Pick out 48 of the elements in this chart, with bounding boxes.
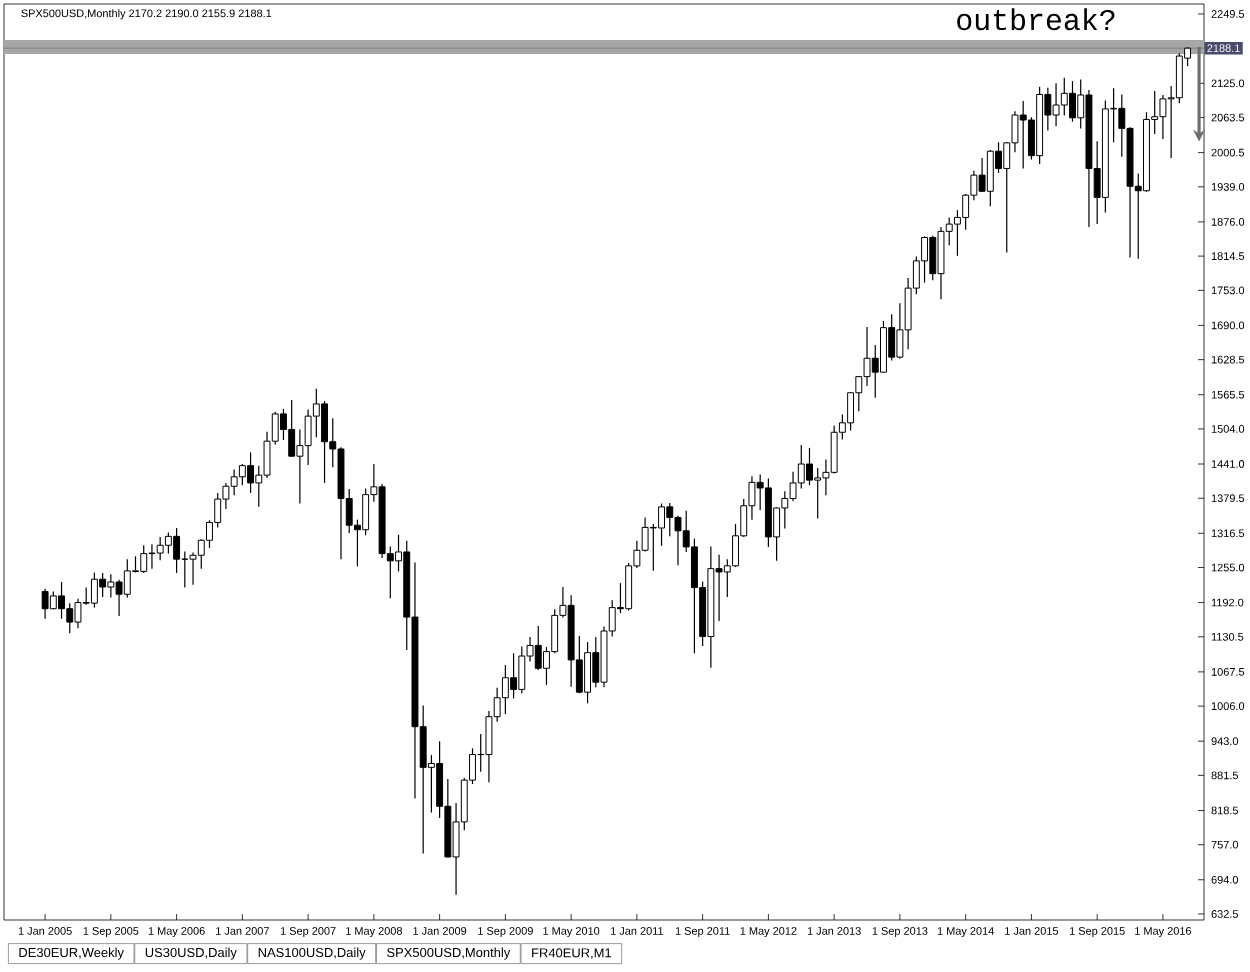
candlestick bbox=[58, 581, 65, 620]
candlestick bbox=[99, 572, 107, 598]
candlestick bbox=[518, 645, 526, 694]
candlestick bbox=[164, 531, 172, 555]
candlestick bbox=[74, 598, 82, 629]
candlestick bbox=[173, 527, 181, 574]
candlestick bbox=[90, 571, 98, 609]
candlestick bbox=[321, 400, 329, 484]
candlestick bbox=[1019, 100, 1027, 170]
candlestick bbox=[140, 544, 148, 574]
candlestick bbox=[690, 537, 698, 654]
candlestick bbox=[312, 388, 320, 438]
candlestick bbox=[814, 467, 822, 520]
candlestick bbox=[666, 502, 674, 537]
candlestick bbox=[123, 558, 131, 599]
candlestick bbox=[304, 408, 312, 466]
candlestick bbox=[247, 451, 255, 494]
candlestick bbox=[921, 235, 929, 284]
candlestick bbox=[510, 652, 518, 699]
candlestick bbox=[1069, 80, 1076, 123]
candlestick bbox=[978, 157, 986, 193]
candlestick bbox=[929, 235, 937, 281]
candlestick bbox=[830, 424, 838, 475]
candlestick bbox=[863, 326, 871, 387]
candlestick bbox=[658, 502, 665, 547]
candlestick bbox=[156, 536, 164, 561]
candlestick bbox=[781, 490, 789, 530]
candlestick bbox=[584, 641, 592, 704]
candlestick bbox=[937, 226, 945, 300]
candlestick bbox=[986, 149, 994, 207]
candlestick bbox=[789, 471, 797, 502]
candlestick bbox=[806, 447, 813, 486]
candlestick bbox=[238, 463, 246, 486]
candlestick bbox=[1060, 77, 1068, 117]
candlestick bbox=[362, 487, 370, 536]
candlestick bbox=[148, 543, 156, 570]
candlestick bbox=[1052, 82, 1060, 127]
candlestick bbox=[230, 468, 238, 496]
candlestick bbox=[41, 588, 49, 620]
candlestick bbox=[592, 636, 600, 688]
candlestick bbox=[288, 399, 296, 458]
candlestick bbox=[107, 573, 115, 599]
candlestick bbox=[66, 602, 74, 634]
annotation: outbreak? bbox=[957, 8, 1115, 31]
candlestick bbox=[534, 625, 542, 671]
candlestick bbox=[1175, 52, 1183, 104]
candlestick bbox=[501, 664, 509, 715]
candlestick bbox=[880, 320, 887, 374]
